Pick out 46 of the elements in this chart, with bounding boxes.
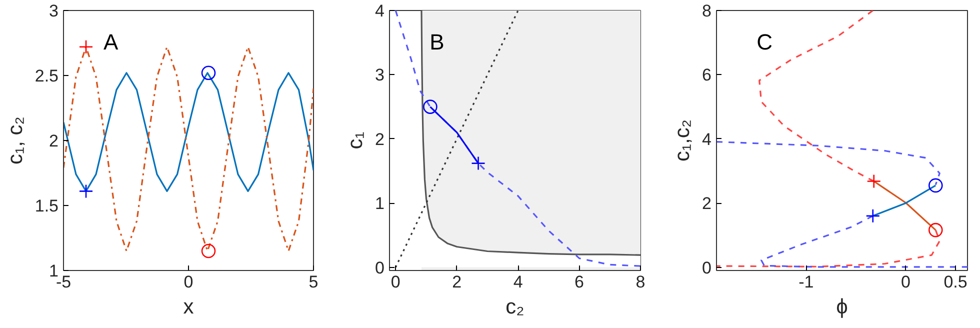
point bbox=[866, 208, 880, 224]
annotation: A bbox=[104, 30, 118, 55]
point bbox=[928, 178, 943, 193]
x-axis-title: c₂ bbox=[506, 296, 524, 318]
y-tick-label: 1 bbox=[375, 194, 385, 214]
point bbox=[866, 174, 882, 188]
line-series bbox=[716, 140, 940, 186]
x-tick-label: 0 bbox=[390, 272, 400, 292]
x-tick-label: 2 bbox=[452, 272, 462, 292]
y-tick-label: 3 bbox=[375, 66, 385, 85]
x-tick-label: 8 bbox=[636, 272, 646, 292]
point bbox=[201, 244, 216, 258]
y-tick-label: 6 bbox=[702, 66, 712, 85]
y-tick-label: 2 bbox=[49, 132, 59, 150]
annotation: B bbox=[430, 30, 444, 55]
x-tick-label: -1 bbox=[798, 272, 814, 292]
x-tick-label: 0.5 bbox=[944, 272, 968, 292]
x-axis-title: x bbox=[183, 296, 194, 318]
x-tick-label: 0 bbox=[901, 272, 910, 292]
line-series bbox=[64, 72, 314, 192]
x-tick-label: 6 bbox=[574, 272, 584, 292]
y-tick-label: 2 bbox=[702, 194, 712, 214]
y-tick-label: 4 bbox=[702, 130, 712, 149]
y-tick-label: 0 bbox=[375, 258, 385, 278]
x-tick-label: 0 bbox=[184, 272, 194, 292]
point bbox=[201, 66, 216, 80]
y-tick-label: 8 bbox=[702, 2, 712, 20]
y-tick-label: 3 bbox=[49, 2, 59, 20]
x-tick-label: 5 bbox=[308, 272, 318, 292]
line-series bbox=[758, 10, 875, 182]
point bbox=[78, 40, 94, 54]
y-tick-label: 2.5 bbox=[34, 66, 59, 86]
y-axis-title: c₁ bbox=[344, 132, 368, 150]
x-axis-title: ϕ bbox=[836, 296, 848, 318]
y-axis-title: c₁, c₂ bbox=[4, 116, 27, 164]
y-axis-title: c₁,c₂ bbox=[671, 119, 694, 162]
y-tick-label: 0 bbox=[702, 258, 712, 278]
point bbox=[78, 184, 94, 198]
y-tick-label: 4 bbox=[375, 2, 385, 20]
x-tick-label: 4 bbox=[513, 272, 523, 292]
annotation: C bbox=[756, 30, 773, 55]
y-tick-label: 1.5 bbox=[34, 196, 59, 216]
y-tick-label: 2 bbox=[375, 130, 385, 149]
line-series bbox=[760, 215, 968, 268]
point bbox=[928, 222, 943, 238]
line-series bbox=[716, 229, 940, 268]
